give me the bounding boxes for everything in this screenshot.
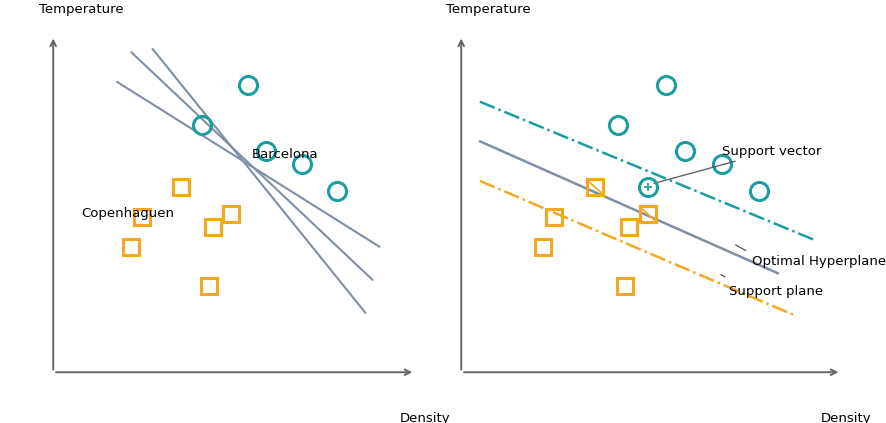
- Text: Mean
Temperature: Mean Temperature: [446, 0, 531, 16]
- Text: Support vector: Support vector: [653, 145, 820, 184]
- Text: Copenhaguen: Copenhaguen: [82, 207, 175, 220]
- Text: Barcelona: Barcelona: [252, 148, 318, 161]
- Text: Support plane: Support plane: [728, 285, 823, 298]
- Text: Optimal Hyperplane: Optimal Hyperplane: [751, 255, 885, 268]
- Text: Density
(hab/km2): Density (hab/km2): [381, 412, 450, 423]
- Text: Mean
Temperature: Mean Temperature: [39, 0, 123, 16]
- Text: Density
(hab/km2): Density (hab/km2): [801, 412, 870, 423]
